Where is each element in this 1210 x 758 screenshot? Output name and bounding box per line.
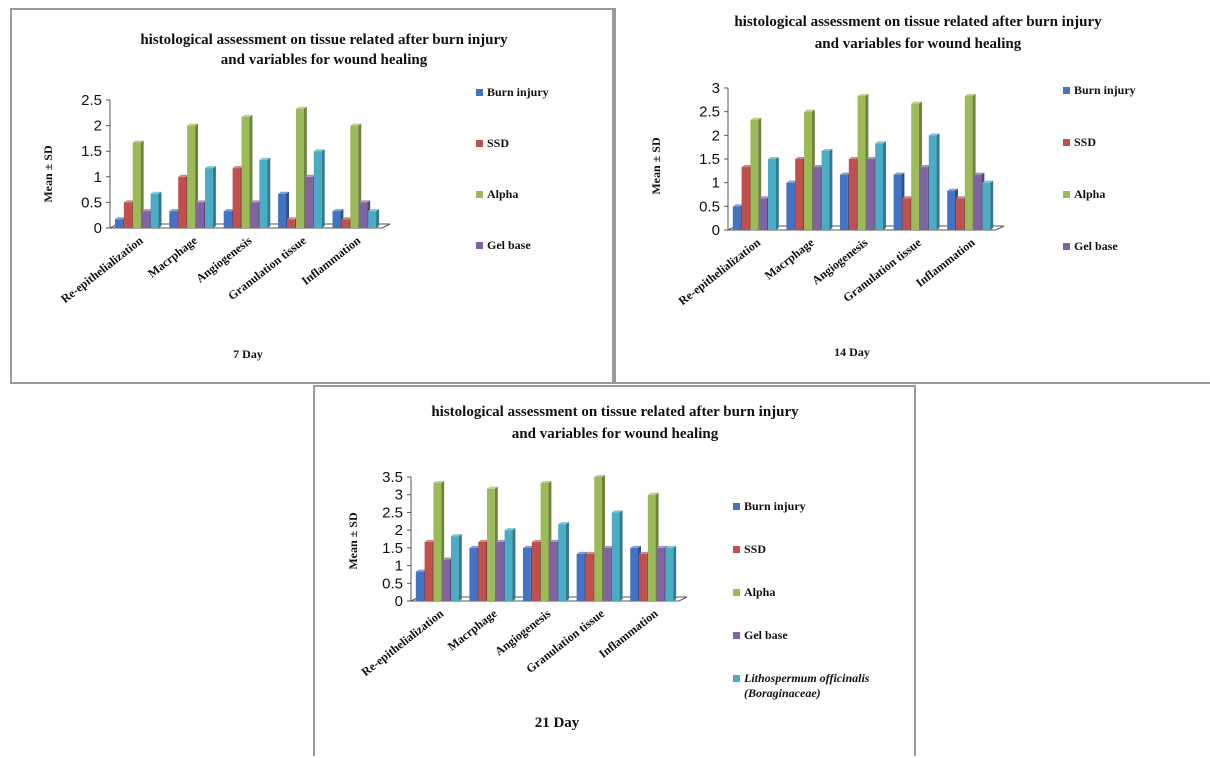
y-tick-label: 2.5 <box>382 504 403 521</box>
bar <box>504 528 516 601</box>
legend-label: SSD <box>744 542 766 556</box>
legend-label: Gel base <box>1074 239 1118 253</box>
bar <box>241 114 253 228</box>
y-tick-label: 0.5 <box>81 194 102 211</box>
y-axis-label: Mean ± SD <box>649 137 663 195</box>
legend-swatch <box>476 140 483 147</box>
bar <box>611 510 623 601</box>
x-axis-label: 7 Day <box>233 347 263 361</box>
legend-label: SSD <box>1074 135 1096 149</box>
bar <box>558 522 569 601</box>
legend-label: Alpha <box>487 187 518 201</box>
y-tick-label: 2.5 <box>699 104 720 121</box>
bar <box>982 180 994 230</box>
legend-swatch <box>476 89 483 96</box>
bar <box>767 157 779 230</box>
legend-label: Alpha <box>744 585 775 599</box>
x-category-label: Macrphage <box>145 233 200 281</box>
y-tick-label: 0.5 <box>699 198 720 215</box>
bar <box>928 133 940 230</box>
x-category-label: Re-epithelialization <box>676 235 764 308</box>
legend-swatch <box>476 191 483 198</box>
legend-label: Alpha <box>1074 187 1105 201</box>
y-tick-label: 1.5 <box>699 151 720 168</box>
y-tick-label: 2 <box>395 522 403 539</box>
legend-label: Gel base <box>744 628 788 642</box>
y-tick-label: 1 <box>712 175 720 192</box>
y-tick-label: 1.5 <box>382 540 403 557</box>
y-tick-label: 2 <box>94 118 102 135</box>
y-tick-label: 0 <box>712 222 720 239</box>
x-category-label: Re-epithelialization <box>359 606 447 679</box>
y-axis-label: Mean ± SD <box>41 145 55 203</box>
x-axis-label: 21 Day <box>535 715 580 731</box>
chart-panel-14-day: histological assessment on tissue relate… <box>614 8 1210 384</box>
legend-swatch <box>1063 139 1070 146</box>
legend-swatch <box>733 503 740 510</box>
legend-swatch <box>1063 243 1070 250</box>
bar <box>875 141 886 230</box>
y-tick-label: 2.5 <box>81 92 102 109</box>
bar <box>665 545 677 601</box>
legend-label: Gel base <box>487 238 531 252</box>
chart-title: and variables for wound healing <box>221 52 428 68</box>
bar-chart: histological assessment on tissue relate… <box>346 404 870 731</box>
x-category-label: Re-epithelialization <box>58 233 146 306</box>
legend-swatch <box>733 675 740 682</box>
bar-chart: histological assessment on tissue relate… <box>41 32 549 361</box>
bar <box>368 209 380 228</box>
legend-swatch <box>476 242 483 249</box>
y-axis-label: Mean ± SD <box>346 512 360 570</box>
y-tick-label: 1.5 <box>81 143 102 160</box>
bar <box>259 157 271 228</box>
y-tick-label: 0.5 <box>382 575 403 592</box>
chart-title: histological assessment on tissue relate… <box>431 404 799 420</box>
bar <box>821 148 833 230</box>
bar <box>150 191 162 228</box>
legend-label: Burn injury <box>744 499 806 513</box>
legend-label: (Boraginaceae) <box>744 686 821 700</box>
y-tick-label: 3 <box>712 80 720 97</box>
y-tick-label: 1 <box>395 558 403 575</box>
chart-panel-7-day: histological assessment on tissue relate… <box>10 8 614 384</box>
x-category-label: Inflammation <box>913 235 978 290</box>
bar <box>132 140 144 228</box>
legend-swatch <box>1063 191 1070 198</box>
x-category-label: Inflammation <box>299 233 364 288</box>
legend-swatch <box>733 546 740 553</box>
bar-chart: histological assessment on tissue relate… <box>649 14 1136 359</box>
y-tick-label: 3 <box>395 487 403 504</box>
y-tick-label: 1 <box>94 169 102 186</box>
legend-label: Burn injury <box>1074 83 1136 97</box>
x-axis-label: 14 Day <box>834 345 870 359</box>
chart-panel-21-day: histological assessment on tissue relate… <box>313 385 916 756</box>
legend-swatch <box>1063 87 1070 94</box>
y-tick-label: 0 <box>94 220 102 237</box>
legend-swatch <box>733 589 740 596</box>
bar <box>313 149 325 228</box>
legend-label: Burn injury <box>487 85 549 99</box>
bar <box>204 166 216 228</box>
legend-label: Lithospermum officinalis <box>743 671 870 685</box>
chart-title: histological assessment on tissue relate… <box>734 14 1102 30</box>
y-tick-label: 0 <box>395 593 403 610</box>
x-category-label: Inflammation <box>596 606 661 661</box>
chart-title: and variables for wound healing <box>512 426 719 442</box>
chart-title: and variables for wound healing <box>815 36 1022 52</box>
y-tick-label: 2 <box>712 127 720 144</box>
bar <box>450 534 462 601</box>
legend-label: SSD <box>487 136 509 150</box>
legend-swatch <box>733 632 740 639</box>
chart-title: histological assessment on tissue relate… <box>140 32 508 48</box>
y-tick-label: 3.5 <box>382 469 403 486</box>
